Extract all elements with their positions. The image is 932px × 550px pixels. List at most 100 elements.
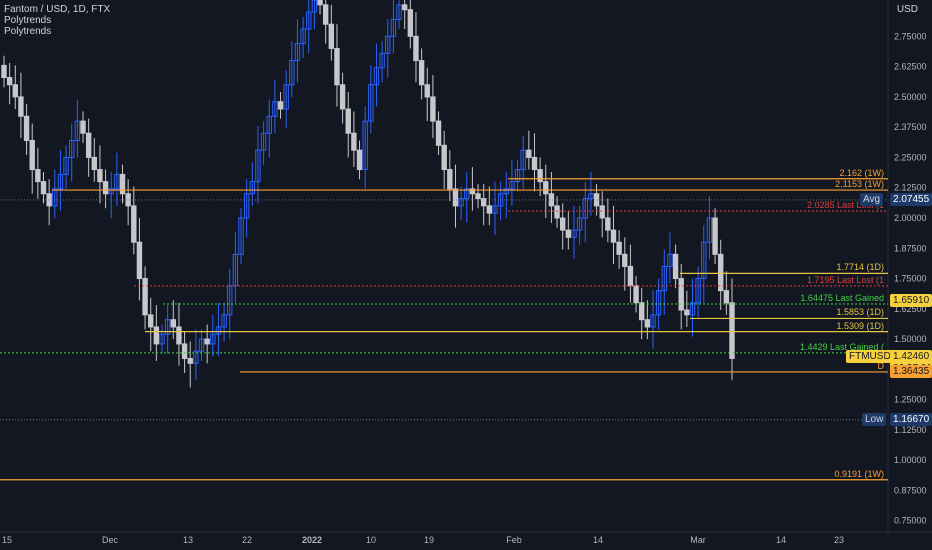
candle xyxy=(40,181,47,195)
time-tick-label: 23 xyxy=(834,535,844,545)
price-tick-label: 2.37500 xyxy=(894,122,927,132)
candle xyxy=(334,47,340,86)
candle xyxy=(554,205,560,219)
candle xyxy=(74,120,81,141)
time-tick-label: 19 xyxy=(424,535,434,545)
price-tick-label: 1.50000 xyxy=(894,334,927,344)
candle xyxy=(176,326,182,345)
candle xyxy=(599,205,605,219)
candle xyxy=(181,343,188,359)
candle xyxy=(655,290,662,316)
candle xyxy=(362,120,368,171)
candle xyxy=(458,198,464,207)
candle xyxy=(627,265,634,287)
candle xyxy=(650,314,656,328)
candle xyxy=(153,326,160,345)
support-price-tag: 1.36435 xyxy=(890,364,932,378)
candle xyxy=(593,193,600,207)
candle xyxy=(435,120,442,146)
candle xyxy=(97,169,103,183)
candle xyxy=(571,229,577,238)
time-tick-label: 14 xyxy=(593,535,603,545)
candle xyxy=(243,193,250,219)
candle xyxy=(407,9,414,37)
candle xyxy=(198,338,205,352)
candle xyxy=(23,115,30,141)
time-tick-label: Mar xyxy=(690,535,706,545)
level-label: 1.64475 Last Gained xyxy=(800,293,884,304)
indicator-polytrends-1[interactable]: Polytrends xyxy=(4,15,52,26)
candle xyxy=(588,193,594,200)
candle xyxy=(266,115,272,134)
candle xyxy=(633,285,639,304)
candle xyxy=(667,253,673,267)
candle xyxy=(492,205,498,214)
candle xyxy=(283,84,289,110)
candle xyxy=(503,188,509,195)
candle xyxy=(227,285,233,316)
level-label: 1.5309 (1D) xyxy=(836,320,884,331)
symbol-label-tag: FTMUSD xyxy=(846,350,894,364)
candle xyxy=(52,188,58,207)
indicator-polytrends-2[interactable]: Polytrends xyxy=(4,26,52,37)
price-tick-label: 1.25000 xyxy=(894,395,927,405)
avg-label-tag: Avg xyxy=(860,192,884,206)
candle xyxy=(605,217,611,231)
candle xyxy=(35,169,41,183)
price-tick-label: 2.25000 xyxy=(894,152,927,162)
candle xyxy=(12,84,18,98)
currency-label[interactable]: USD xyxy=(896,4,918,15)
candle xyxy=(328,23,335,49)
candle xyxy=(46,193,52,207)
candle xyxy=(379,52,385,69)
candle xyxy=(706,217,713,243)
price-tick-label: 2.12500 xyxy=(894,183,927,193)
candle xyxy=(159,333,165,345)
level-label: 2.0285 Last Lost (1 xyxy=(806,200,884,211)
candle xyxy=(345,108,351,134)
level-label: 1.7714 (1D) xyxy=(836,262,884,273)
candle xyxy=(63,156,69,175)
low-label-tag: Low xyxy=(862,412,887,426)
candle xyxy=(102,181,109,195)
candle xyxy=(356,149,363,171)
candle xyxy=(18,96,24,117)
candle xyxy=(390,18,397,37)
symbol-price-tag: 1.42460 xyxy=(890,350,932,364)
candle xyxy=(418,60,425,86)
candle xyxy=(221,314,227,328)
candle xyxy=(204,338,210,345)
level-label: 1.4429 Last Gained ( xyxy=(799,341,884,352)
candle xyxy=(480,198,487,207)
price-tick-label: 1.12500 xyxy=(894,425,927,435)
symbol-title[interactable]: Fantom / USD, 1D, FTX xyxy=(4,4,111,15)
candle xyxy=(114,173,120,190)
candle xyxy=(289,60,295,86)
candle xyxy=(537,169,543,183)
candle xyxy=(452,188,459,207)
level-label: 2.1153 (1W) xyxy=(835,179,884,190)
candle xyxy=(672,253,679,280)
candle xyxy=(464,188,470,200)
price-tick-label: 2.00000 xyxy=(894,213,927,223)
candle xyxy=(701,241,707,280)
candle xyxy=(430,96,436,122)
current-price-tag: 1.65910 xyxy=(890,293,932,307)
candle xyxy=(678,278,684,311)
candle xyxy=(514,169,521,183)
candle xyxy=(509,181,515,190)
candle xyxy=(531,156,538,171)
time-tick-label: 10 xyxy=(366,535,376,545)
candle xyxy=(119,173,126,195)
candle xyxy=(622,253,628,267)
chart-legend: Fantom / USD, 1D, FTX Polytrends Polytre… xyxy=(4,4,110,37)
candle xyxy=(475,193,481,200)
candle xyxy=(306,11,312,30)
candle xyxy=(136,241,143,280)
candle xyxy=(238,217,244,255)
candle xyxy=(339,84,346,110)
candle xyxy=(616,241,622,255)
